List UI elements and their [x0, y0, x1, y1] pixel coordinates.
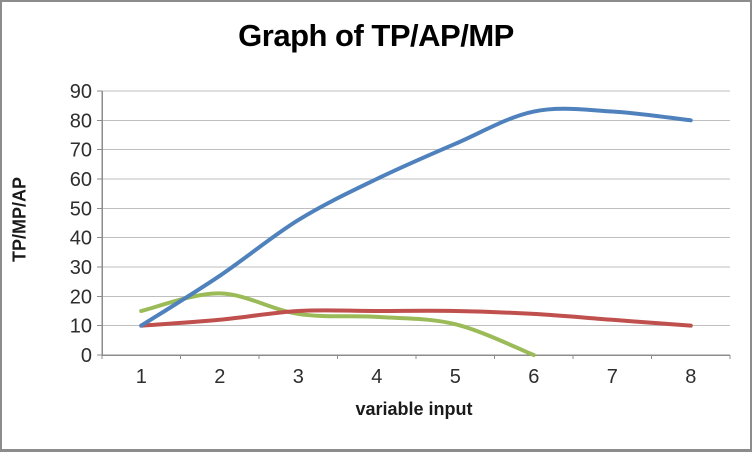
- y-tick-label-0: 0: [81, 345, 92, 367]
- x-axis-title: variable input: [355, 399, 473, 419]
- y-tick-label-70: 70: [70, 140, 92, 162]
- series-line-AP: [139, 308, 693, 328]
- x-tick-label-2: 2: [214, 366, 225, 388]
- y-tick-label-50: 50: [70, 198, 92, 220]
- y-tick-label-80: 80: [70, 110, 92, 132]
- y-tick-label-30: 30: [70, 257, 92, 279]
- x-tick-label-7: 7: [607, 366, 618, 388]
- series-line-TP: [139, 106, 693, 328]
- x-tick-label-1: 1: [136, 366, 147, 388]
- chart-title: Graph of TP/AP/MP: [238, 18, 514, 53]
- y-tick-label-10: 10: [70, 316, 92, 338]
- y-tick-label-60: 60: [70, 169, 92, 191]
- x-tick-label-5: 5: [450, 366, 461, 388]
- y-tick-label-40: 40: [70, 228, 92, 250]
- x-tick-label-3: 3: [293, 366, 304, 388]
- y-tick-label-90: 90: [70, 81, 92, 103]
- series-line-MP: [139, 291, 536, 357]
- x-tick-label-4: 4: [371, 366, 382, 388]
- x-tick-label-6: 6: [528, 366, 539, 388]
- x-tick-label-8: 8: [685, 366, 696, 388]
- y-tick-label-20: 20: [70, 286, 92, 308]
